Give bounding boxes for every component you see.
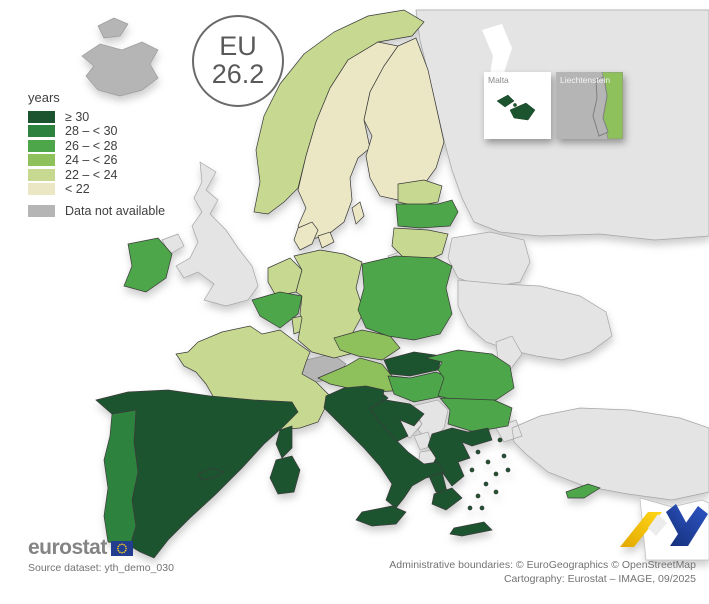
country-italy[interactable] xyxy=(269,385,445,527)
eu-flag-icon xyxy=(110,541,133,556)
inset-liechtenstein-label: Liechtenstein xyxy=(560,75,611,85)
country-portugal[interactable] xyxy=(103,409,139,547)
country-belarus[interactable] xyxy=(447,231,531,289)
country-cyprus[interactable] xyxy=(565,483,601,499)
country-denmark[interactable] xyxy=(293,221,335,251)
country-latvia[interactable] xyxy=(395,199,459,229)
inset-malta: Malta xyxy=(484,72,551,139)
island-corsica[interactable] xyxy=(275,425,293,459)
legend-row: ≥ 30 xyxy=(28,110,165,124)
eu-badge-label: EU xyxy=(219,31,257,62)
footer-right: Administrative boundaries: © EuroGeograp… xyxy=(389,558,696,586)
attribution-line-2: Cartography: Eurostat – IMAGE, 09/2025 xyxy=(503,573,696,586)
country-belgium[interactable] xyxy=(251,291,303,329)
country-united-kingdom[interactable] xyxy=(175,161,259,307)
eu-badge-value: 26.2 xyxy=(211,59,265,89)
footer-left: eurostat Source dataset: yth_demo_030 xyxy=(28,537,174,574)
country-greece[interactable] xyxy=(427,427,511,537)
country-finland[interactable] xyxy=(363,37,445,201)
legend-label: 22 – < 24 xyxy=(65,167,118,182)
legend-label: 26 – < 28 xyxy=(65,138,118,153)
source-dataset-text: Source dataset: yth_demo_030 xyxy=(28,562,174,574)
inset-malta-map xyxy=(496,94,536,121)
eu-average-badge: EU 26.2 xyxy=(192,15,284,107)
legend-swatch-24-26 xyxy=(28,154,55,167)
country-malta[interactable] xyxy=(496,94,536,121)
legend-swatch-26-28 xyxy=(28,139,55,152)
legend-label: Data not available xyxy=(65,203,166,218)
legend-swatch-no-data xyxy=(28,204,55,217)
legend-row-no-data: Data not available xyxy=(28,204,165,218)
country-poland[interactable] xyxy=(357,255,453,341)
legend-swatch-28-30 xyxy=(28,125,55,138)
legend-row: < 22 xyxy=(28,182,165,197)
country-turkey[interactable] xyxy=(495,407,709,501)
legend-label: < 22 xyxy=(65,182,90,197)
inset-malta-label: Malta xyxy=(488,75,509,85)
attribution-line-1: Administrative boundaries: © EuroGeograp… xyxy=(389,559,696,571)
country-bulgaria[interactable] xyxy=(439,397,513,433)
brand-ribbon-graphic xyxy=(620,504,708,547)
legend-row: 22 – < 24 xyxy=(28,168,165,182)
country-germany[interactable] xyxy=(293,249,365,359)
legend-title: years xyxy=(28,90,60,105)
legend-label: 24 – < 26 xyxy=(65,153,118,168)
country-estonia[interactable] xyxy=(397,179,443,207)
inset-liechtenstein-map xyxy=(556,72,623,139)
country-ireland[interactable] xyxy=(123,237,173,293)
country-ukraine[interactable] xyxy=(457,279,613,361)
legend-row: 26 – < 28 xyxy=(28,139,165,153)
country-norway[interactable] xyxy=(253,9,425,215)
country-iceland[interactable] xyxy=(81,17,159,97)
country-liechtenstein[interactable] xyxy=(592,76,609,137)
legend-label: ≥ 30 xyxy=(65,109,90,124)
legend-row: 24 – < 26 xyxy=(28,153,165,168)
legend-swatch-22-24 xyxy=(28,168,55,181)
inset-liechtenstein: Liechtenstein xyxy=(556,72,623,139)
legend-row: 28 – < 30 xyxy=(28,124,165,139)
legend-swatch-lt-22 xyxy=(28,183,55,196)
legend: years ≥ 30 28 – < 30 26 – < 28 24 – < 26… xyxy=(28,90,165,219)
legend-label: 28 – < 30 xyxy=(65,124,118,139)
eurostat-logo: eurostat xyxy=(28,536,107,559)
legend-swatch-ge-30 xyxy=(28,110,55,123)
country-czechia[interactable] xyxy=(333,329,401,361)
